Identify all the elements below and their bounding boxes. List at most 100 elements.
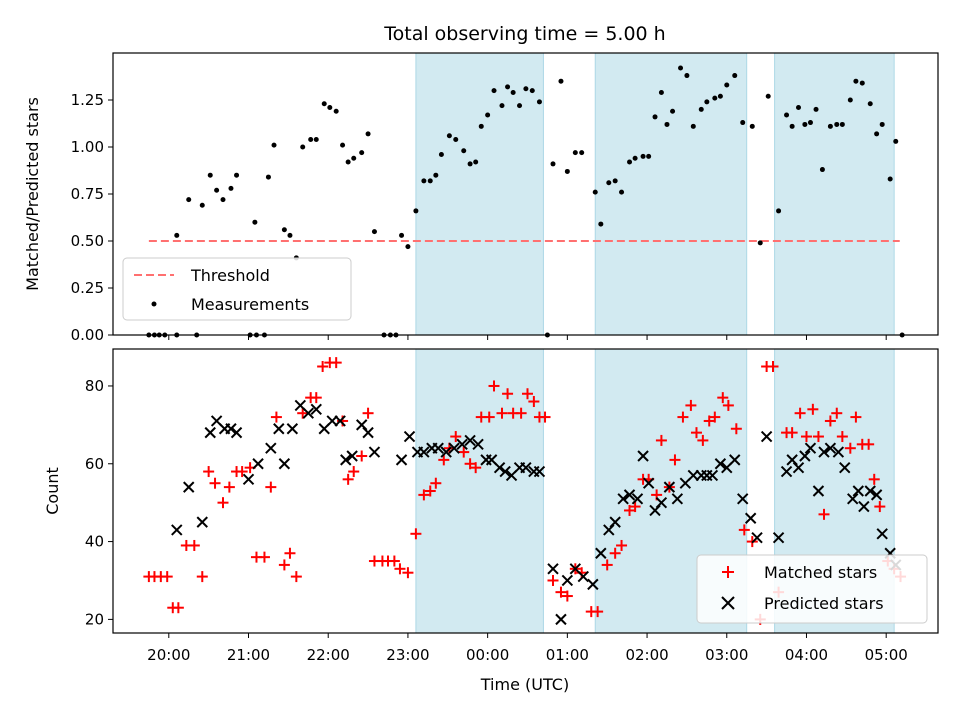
predicted-star-point: [671, 493, 684, 505]
measurement-point: [853, 78, 859, 84]
measurement-point: [433, 172, 439, 178]
y-tick-label: 0.25: [71, 279, 104, 297]
shaded-region-2: [594, 52, 748, 336]
x-tick-label: 03:00: [705, 646, 748, 664]
predicted-star-point: [368, 446, 381, 458]
y-tick-label: 80: [85, 377, 104, 395]
predicted-star-point: [609, 516, 621, 528]
top-y-axis-label: Matched/Predicted stars: [23, 97, 42, 291]
matched-star-point: [767, 361, 779, 373]
legend-predicted-label: Predicted stars: [764, 594, 884, 613]
matched-star-point: [196, 571, 208, 583]
bottom-y-axis-ticks: 20 40 60 80: [85, 377, 113, 628]
matched-star-point: [450, 431, 462, 443]
matched-star-point: [317, 361, 329, 373]
matched-star-point: [561, 590, 573, 602]
measurement-point: [321, 101, 327, 107]
measurement-point: [340, 142, 346, 148]
predicted-star-point: [499, 465, 511, 478]
predicted-star-point: [456, 438, 468, 451]
predicted-star-point: [799, 450, 811, 462]
measurement-point: [327, 105, 333, 111]
measurement-point: [333, 108, 339, 114]
matched-star-point: [521, 388, 533, 400]
matched-star-point: [685, 399, 697, 411]
matched-star-point: [223, 481, 235, 493]
x-tick-label: 01:00: [546, 646, 589, 664]
legend-predicted-swatch: [721, 596, 735, 610]
measurement-point: [765, 93, 771, 99]
measurement-point: [427, 178, 433, 184]
measurement-point: [371, 229, 377, 235]
measurement-point: [491, 88, 497, 94]
predicted-star-point: [870, 489, 883, 501]
predicted-star-point: [464, 434, 476, 447]
measurement-point: [485, 112, 491, 118]
matched-star-point: [655, 434, 667, 446]
measurement-point: [847, 97, 853, 103]
predicted-star-point: [242, 473, 255, 486]
measurement-point: [802, 121, 808, 127]
measurement-point: [784, 112, 790, 118]
predicted-star-point: [663, 481, 676, 493]
matched-star-point: [270, 411, 282, 423]
shaded-region-1: [415, 348, 544, 634]
matched-star-point: [310, 392, 322, 404]
predicted-star-point: [818, 446, 830, 458]
matched-star-point: [258, 551, 270, 563]
predicted-star-point: [533, 465, 546, 478]
predicted-star-point: [824, 442, 837, 454]
top-legend: Threshold Measurements: [122, 257, 352, 321]
measurement-point: [834, 121, 840, 127]
matched-star-point: [850, 411, 862, 423]
predicted-star-point: [440, 446, 452, 458]
predicted-star-point: [847, 493, 859, 505]
matched-star-point: [868, 473, 880, 485]
matched-star-point: [528, 396, 540, 408]
measurement-point: [499, 103, 505, 109]
predicted-star-point: [812, 485, 825, 497]
predicted-star-point: [432, 442, 444, 454]
matched-star-point: [601, 559, 613, 571]
matched-star-point: [703, 415, 715, 427]
measurement-point: [505, 84, 511, 90]
matched-star-point: [188, 539, 200, 551]
measurement-point: [749, 123, 755, 129]
matched-star-point: [290, 571, 302, 583]
predicted-star-point: [858, 500, 870, 513]
measurement-point: [807, 120, 813, 126]
chart-title: Total observing time = 5.00 h: [383, 23, 665, 45]
measurement-point: [757, 240, 763, 246]
matched-star-point: [831, 407, 843, 419]
measurement-point: [670, 108, 676, 114]
matched-star-point: [502, 388, 514, 400]
matched-star-point: [217, 497, 229, 509]
measurement-point: [186, 197, 192, 203]
y-tick-label: 1.25: [71, 91, 104, 109]
measurement-point: [405, 244, 411, 250]
matched-star-point: [236, 466, 248, 478]
predicted-star-point: [760, 430, 773, 443]
predicted-star-point: [729, 454, 741, 466]
top-shaded-regions: [415, 52, 895, 336]
x-tick-label: 05:00: [865, 646, 908, 664]
matched-star-point: [717, 392, 729, 404]
predicted-star-point: [642, 477, 655, 489]
measurement-point: [579, 150, 585, 156]
measurement-point: [839, 121, 845, 127]
matched-star-point: [697, 434, 709, 446]
predicted-star-point: [714, 458, 727, 470]
measurement-point: [893, 138, 899, 144]
legend-threshold-label: Threshold: [190, 266, 270, 285]
x-axis-label: Time (UTC): [480, 675, 569, 694]
measurement-point: [859, 80, 865, 86]
measurement-point: [536, 99, 542, 105]
measurement-point: [776, 208, 782, 214]
measurement-point: [664, 121, 670, 127]
measurement-point: [473, 159, 479, 165]
measurements-points: [146, 65, 905, 338]
measurement-point: [712, 95, 718, 101]
matched-star-point: [488, 380, 500, 392]
matched-star-point: [424, 485, 436, 497]
